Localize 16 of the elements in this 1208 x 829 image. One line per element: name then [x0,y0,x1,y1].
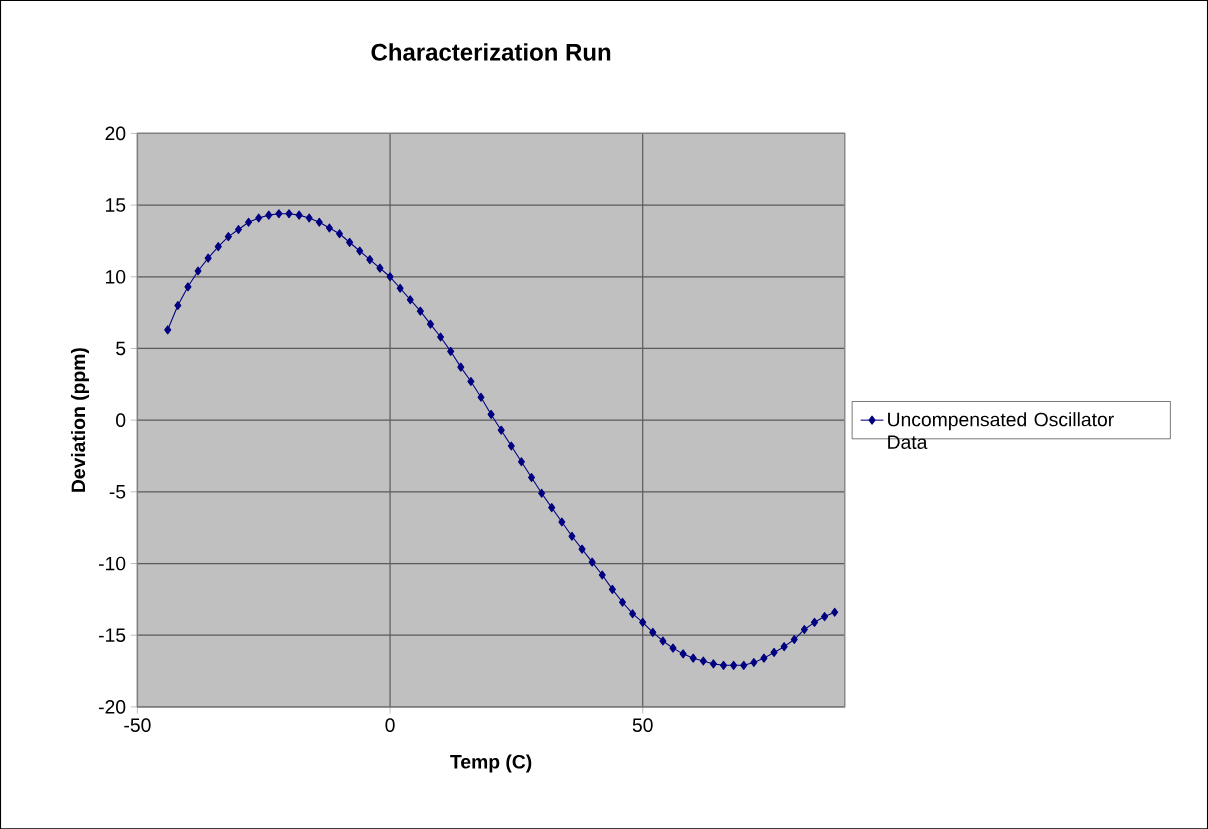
x-tick-label: -50 [124,718,151,732]
y-tick-label: -5 [109,484,126,499]
x-axis-title: Temp (C) [450,754,532,773]
y-tick-label: 0 [116,413,126,427]
x-tick-label: 50 [632,718,653,732]
y-tick-label: -20 [98,699,126,714]
y-tick-label: -15 [98,628,126,642]
y-tick-label: 5 [116,341,126,356]
y-axis-title: Deviation (ppm) [70,348,89,492]
legend-label: Uncompensated Oscillator Data [888,412,1114,449]
y-tick-label: 15 [106,198,126,212]
chart-title: Characterization Run [371,42,611,61]
y-tick-label: 20 [105,126,126,141]
y-tick-label: 10 [106,269,126,284]
x-tick-label: 0 [385,718,395,732]
y-tick-label: -10 [98,556,126,571]
